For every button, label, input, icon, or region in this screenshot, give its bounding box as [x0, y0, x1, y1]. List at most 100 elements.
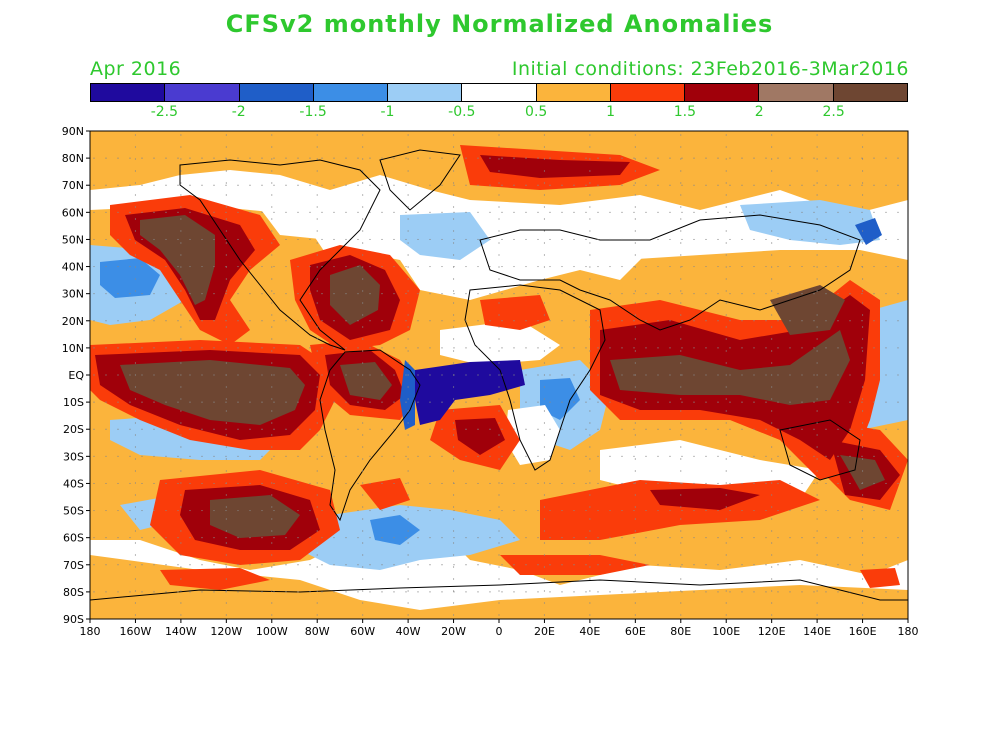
graticule-dot [201, 320, 203, 322]
graticule-dot [477, 347, 479, 349]
graticule-dot [225, 578, 227, 580]
graticule-dot [225, 290, 227, 292]
graticule-dot [273, 401, 275, 403]
graticule-dot [180, 530, 182, 532]
graticule-dot [585, 428, 587, 430]
graticule-dot [680, 458, 682, 460]
graticule-dot [549, 455, 551, 457]
graticule-dot [407, 530, 409, 532]
graticule-dot [825, 238, 827, 241]
graticule-dot [369, 509, 371, 512]
graticule-dot [189, 428, 191, 430]
graticule-dot [213, 564, 215, 566]
graticule-dot [501, 265, 503, 268]
graticule-dot [681, 238, 683, 241]
graticule-dot [771, 470, 773, 472]
graticule-dot [513, 211, 515, 213]
graticule-dot [357, 347, 359, 349]
graticule-dot [452, 230, 455, 232]
graticule-dot [801, 293, 803, 295]
graticule-dot [816, 470, 818, 472]
graticule-dot [105, 374, 107, 376]
graticule-dot [141, 293, 143, 295]
graticule-dot [285, 482, 287, 485]
graticule-dot [589, 158, 591, 160]
graticule-dot [225, 537, 227, 539]
graticule-dot [741, 401, 743, 403]
graticule-dot [525, 265, 527, 268]
graticule-dot [249, 509, 251, 512]
graticule-dot [177, 157, 179, 159]
graticule-dot [717, 482, 719, 485]
graticule-dot [453, 211, 455, 213]
graticule-dot [634, 482, 636, 484]
graticule-dot [633, 591, 635, 593]
graticule-dot [237, 509, 239, 512]
graticule-dot [309, 428, 311, 430]
graticule-dot [453, 455, 455, 457]
graticule-dot [589, 242, 591, 244]
graticule-dot [657, 374, 659, 376]
graticule-dot [837, 564, 839, 566]
graticule-dot [297, 374, 299, 376]
graticule-dot [213, 157, 215, 159]
graticule-dot [180, 614, 182, 616]
graticule-dot [561, 265, 563, 268]
graticule-dot [777, 428, 779, 430]
graticule-dot [201, 455, 203, 457]
graticule-dot [393, 455, 395, 457]
graticule-dot [897, 157, 899, 159]
graticule-dot [741, 347, 743, 349]
colorbar-swatch [536, 84, 611, 101]
graticule-dot [543, 206, 546, 208]
graticule-dot [237, 347, 239, 349]
graticule-dot [225, 254, 227, 256]
graticule-dot [801, 265, 803, 268]
graticule-dot [589, 530, 591, 532]
graticule-dot [729, 184, 731, 186]
graticule-dot [816, 590, 818, 592]
graticule-dot [849, 238, 851, 241]
graticule-dot [393, 293, 395, 295]
graticule-dot [452, 434, 455, 436]
graticule-dot [589, 398, 591, 400]
graticule-dot [537, 591, 539, 593]
graticule-dot [777, 238, 779, 241]
graticule-dot [693, 211, 695, 213]
graticule-dot [680, 362, 682, 364]
graticule-dot [816, 506, 818, 508]
graticule-dot [657, 455, 659, 457]
graticule-dot [543, 530, 546, 532]
graticule-dot [705, 537, 707, 539]
graticule-dot [134, 470, 137, 472]
graticule-dot [657, 591, 659, 593]
graticule-dot [825, 482, 827, 485]
graticule-dot [333, 591, 335, 593]
graticule-dot [362, 542, 364, 544]
graticule-dot [261, 238, 263, 241]
graticule-dot [634, 590, 636, 592]
graticule-dot [561, 347, 563, 349]
graticule-dot [452, 374, 455, 376]
graticule-dot [225, 494, 227, 496]
graticule-dot [180, 434, 182, 436]
graticule-dot [729, 320, 731, 322]
graticule-dot [141, 537, 143, 539]
graticule-dot [362, 470, 364, 472]
graticule-dot [180, 242, 182, 244]
graticule-dot [134, 290, 137, 292]
graticule-dot [543, 290, 546, 292]
graticule-dot [271, 482, 273, 484]
graticule-dot [153, 238, 155, 241]
graticule-dot [753, 401, 755, 403]
graticule-dot [801, 157, 803, 159]
graticule-dot [117, 184, 119, 186]
graticule-dot [897, 211, 899, 213]
graticule-dot [213, 591, 215, 593]
graticule-dot [117, 401, 119, 403]
graticule-dot [573, 265, 575, 268]
graticule-dot [897, 347, 899, 349]
latitude-label: 30S [63, 450, 84, 463]
graticule-dot [765, 455, 767, 457]
graticule-dot [753, 265, 755, 268]
